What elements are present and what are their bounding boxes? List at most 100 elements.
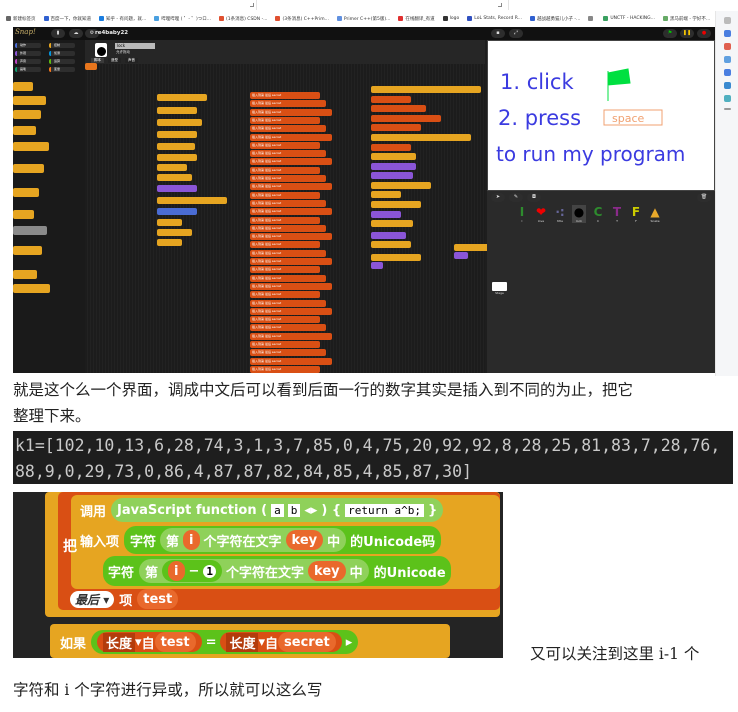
script-block[interactable] <box>371 201 421 209</box>
letter-of-block[interactable]: 第 i −1 个字符在文字 key 中 <box>139 559 369 583</box>
palette-block[interactable] <box>13 110 41 119</box>
var-secret[interactable]: secret <box>278 632 336 652</box>
js-function-block[interactable]: JavaScript function ( a b ◂▸ ) { return … <box>111 498 444 522</box>
script-block[interactable]: 插入到第 最后 secret <box>250 332 332 340</box>
script-block[interactable]: 插入到第 最后 secret <box>250 258 332 265</box>
script-block[interactable]: 插入到第 最后 secret <box>250 274 326 282</box>
number-input[interactable]: 1 <box>203 564 217 578</box>
category-4[interactable]: 控制 <box>49 43 75 48</box>
extension-icon[interactable] <box>723 56 731 63</box>
palette-block[interactable] <box>13 164 44 173</box>
category-3[interactable]: 画笔 <box>15 67 41 72</box>
paint-brush-icon[interactable]: ✎ <box>509 193 523 202</box>
length-of-block[interactable]: 长度 ▾ 自 test <box>97 632 202 652</box>
stage-thumbnail[interactable]: Stage <box>492 282 507 295</box>
script-block[interactable]: 插入到第 最后 secret <box>250 125 326 133</box>
script-block[interactable] <box>157 131 197 138</box>
search-icon[interactable] <box>723 17 731 24</box>
category-0[interactable]: 动作 <box>15 43 41 48</box>
palette-block[interactable] <box>13 142 49 151</box>
unicode-of-block[interactable]: 字符 第 i −1 个字符在文字 key 中 的Unicode <box>103 556 451 586</box>
category-1[interactable]: 外观 <box>15 51 41 56</box>
script-block[interactable]: 插入到第 最后 secret <box>250 199 326 207</box>
extension-icon[interactable] <box>723 30 731 37</box>
trash-icon[interactable]: 🗑 <box>697 193 711 202</box>
palette-block[interactable] <box>13 210 34 219</box>
bookmark-item[interactable]: 百度一下，你就知道 <box>43 16 91 22</box>
bookmark-item[interactable] <box>588 16 595 21</box>
bookmark-item[interactable]: (3条消息) C++Prim... <box>275 16 329 22</box>
script-block[interactable]: 插入到第 最后 secret <box>250 349 326 357</box>
script-block[interactable]: 插入到第 最后 secret <box>250 133 332 141</box>
script-block[interactable]: 插入到第 最后 secret <box>250 249 326 257</box>
draggable-checkbox[interactable]: 允许拖动 <box>116 50 130 54</box>
script-block[interactable]: 插入到第 最后 secret <box>250 183 332 191</box>
param-a[interactable]: a <box>271 503 284 517</box>
script-block[interactable] <box>454 244 499 251</box>
script-block[interactable] <box>157 208 197 215</box>
equals-block[interactable]: 长度 ▾ 自 test = 长度 ▾ 自 secret ▸ <box>91 630 359 654</box>
palette-block[interactable] <box>13 126 36 135</box>
palette-block[interactable] <box>13 188 39 197</box>
script-block[interactable]: 插入到第 最后 secret <box>250 341 320 348</box>
script-block[interactable]: 插入到第 最后 secret <box>250 324 326 332</box>
script-block[interactable] <box>371 254 421 261</box>
bookmark-item[interactable]: 知乎 - 有问题，就... <box>99 16 146 22</box>
script-block[interactable]: 插入到第 最后 secret <box>250 291 320 299</box>
var-i[interactable]: i <box>168 561 185 581</box>
palette-block[interactable] <box>13 82 33 91</box>
letter-of-block[interactable]: 第 i 个字符在文字 key 中 <box>160 528 347 552</box>
script-block[interactable]: 插入到第 最后 secret <box>250 208 332 216</box>
arrow-right-icon[interactable]: ▸ <box>345 634 353 650</box>
script-block[interactable] <box>157 119 202 126</box>
unicode-of-block[interactable]: 字符 第 i 个字符在文字 key 中 的Unicode码 <box>124 526 442 554</box>
param-b[interactable]: b <box>287 503 301 517</box>
palette-block[interactable] <box>13 246 42 255</box>
script-block[interactable] <box>371 262 383 269</box>
script-block[interactable] <box>371 153 416 161</box>
bookmark-item[interactable]: 黑马前端 - 学好不... <box>662 16 710 22</box>
script-block[interactable] <box>371 114 441 122</box>
extension-icon[interactable] <box>723 95 731 102</box>
script-block[interactable]: 插入到第 最后 secret <box>250 116 320 124</box>
script-block[interactable]: 插入到第 最后 secret <box>250 92 320 99</box>
script-block[interactable] <box>157 239 182 246</box>
script-block[interactable] <box>371 220 413 228</box>
script-block[interactable]: 插入到第 最后 secret <box>250 191 320 199</box>
script-block[interactable]: 插入到第 最后 secret <box>250 141 320 149</box>
category-7[interactable]: 变量 <box>49 67 75 72</box>
script-block[interactable] <box>454 252 468 259</box>
sprite-thumbnail[interactable]: ▲ Snake <box>648 205 662 223</box>
script-block[interactable] <box>157 107 197 114</box>
tab-costumes[interactable]: 造型 <box>108 58 121 63</box>
var-key[interactable]: key <box>308 561 346 581</box>
last-dropdown[interactable]: 最后 ▾ <box>70 590 115 608</box>
fullscreen-icon[interactable]: ⤢ <box>509 29 523 38</box>
script-block[interactable]: 插入到第 最后 secret <box>250 166 320 174</box>
length-dropdown[interactable]: 长度 <box>103 632 136 652</box>
script-block[interactable] <box>157 154 197 161</box>
bookmark-item[interactable]: (1条消息) CSDN -... <box>219 16 267 22</box>
script-block[interactable] <box>157 185 197 192</box>
script-block[interactable]: 插入到第 最后 secret <box>250 282 332 290</box>
sprite-name-field[interactable]: lock <box>115 43 155 49</box>
tab-sounds[interactable]: 声音 <box>125 58 138 63</box>
bookmark-item[interactable]: 越战越勇猫儿小子 -... <box>530 16 580 22</box>
script-block[interactable] <box>371 86 481 93</box>
script-block[interactable] <box>371 210 401 218</box>
category-6[interactable]: 运算 <box>49 59 75 64</box>
bookmark-item[interactable]: UNCTF - HACKING... <box>603 16 655 21</box>
script-block[interactable]: 插入到第 最后 secret <box>250 150 326 158</box>
script-block[interactable]: 插入到第 最后 secret <box>250 100 326 108</box>
bookmark-item[interactable]: LoL Stats, Record R... <box>467 16 522 21</box>
script-block[interactable]: 插入到第 最后 secret <box>250 158 332 166</box>
script-block[interactable] <box>371 134 471 141</box>
script-block[interactable] <box>157 219 182 226</box>
script-block[interactable] <box>371 241 411 249</box>
palette-block[interactable] <box>13 226 47 235</box>
pause-button[interactable]: ❚❚ <box>680 29 694 38</box>
bookmark-item[interactable]: 新建标签页 <box>6 16 36 22</box>
